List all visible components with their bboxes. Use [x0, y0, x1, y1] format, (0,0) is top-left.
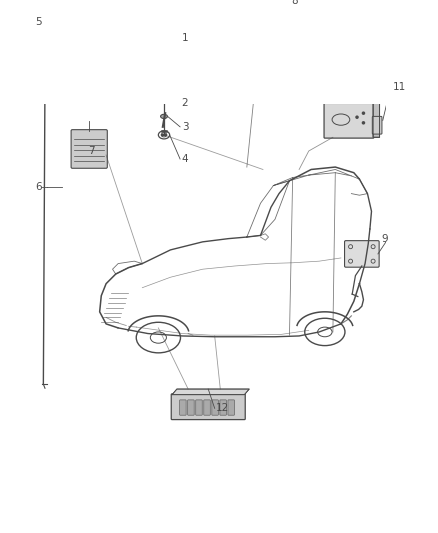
Text: 2: 2 [182, 98, 188, 108]
FancyBboxPatch shape [220, 400, 226, 415]
FancyBboxPatch shape [180, 400, 186, 415]
Text: 4: 4 [182, 154, 188, 164]
Text: 1: 1 [182, 34, 188, 43]
Text: 6: 6 [35, 182, 42, 192]
Text: 11: 11 [392, 82, 406, 92]
Text: 7: 7 [88, 146, 95, 156]
FancyBboxPatch shape [372, 116, 382, 134]
Polygon shape [325, 95, 380, 103]
Polygon shape [373, 95, 380, 138]
FancyBboxPatch shape [188, 400, 194, 415]
Circle shape [362, 121, 365, 125]
Polygon shape [243, 1, 290, 33]
FancyBboxPatch shape [196, 400, 202, 415]
FancyBboxPatch shape [212, 400, 218, 415]
Ellipse shape [161, 114, 167, 118]
Circle shape [362, 111, 365, 115]
FancyBboxPatch shape [204, 400, 210, 415]
Text: 8: 8 [291, 0, 298, 5]
FancyBboxPatch shape [345, 241, 379, 267]
FancyBboxPatch shape [171, 394, 245, 419]
Ellipse shape [359, 17, 365, 23]
Polygon shape [172, 389, 249, 394]
Text: 12: 12 [216, 403, 230, 413]
Text: 9: 9 [381, 235, 388, 245]
FancyBboxPatch shape [228, 400, 234, 415]
Circle shape [355, 116, 359, 119]
Ellipse shape [350, 16, 357, 24]
Text: 5: 5 [35, 17, 42, 27]
FancyBboxPatch shape [71, 130, 107, 168]
FancyBboxPatch shape [324, 103, 374, 138]
Ellipse shape [160, 98, 168, 103]
Text: 3: 3 [182, 122, 188, 132]
Ellipse shape [47, 65, 58, 71]
